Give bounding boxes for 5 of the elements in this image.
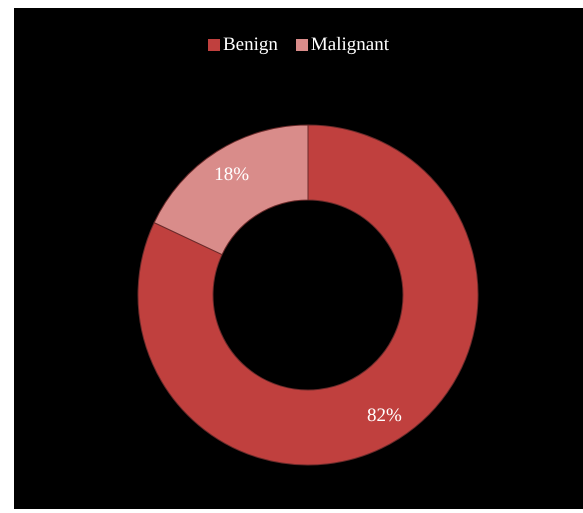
legend-label: Malignant <box>310 34 389 56</box>
donut-slice <box>138 124 478 466</box>
legend-label: Benign <box>222 34 278 56</box>
data-label: 18% <box>214 164 250 186</box>
data-label: 82% <box>366 404 402 426</box>
